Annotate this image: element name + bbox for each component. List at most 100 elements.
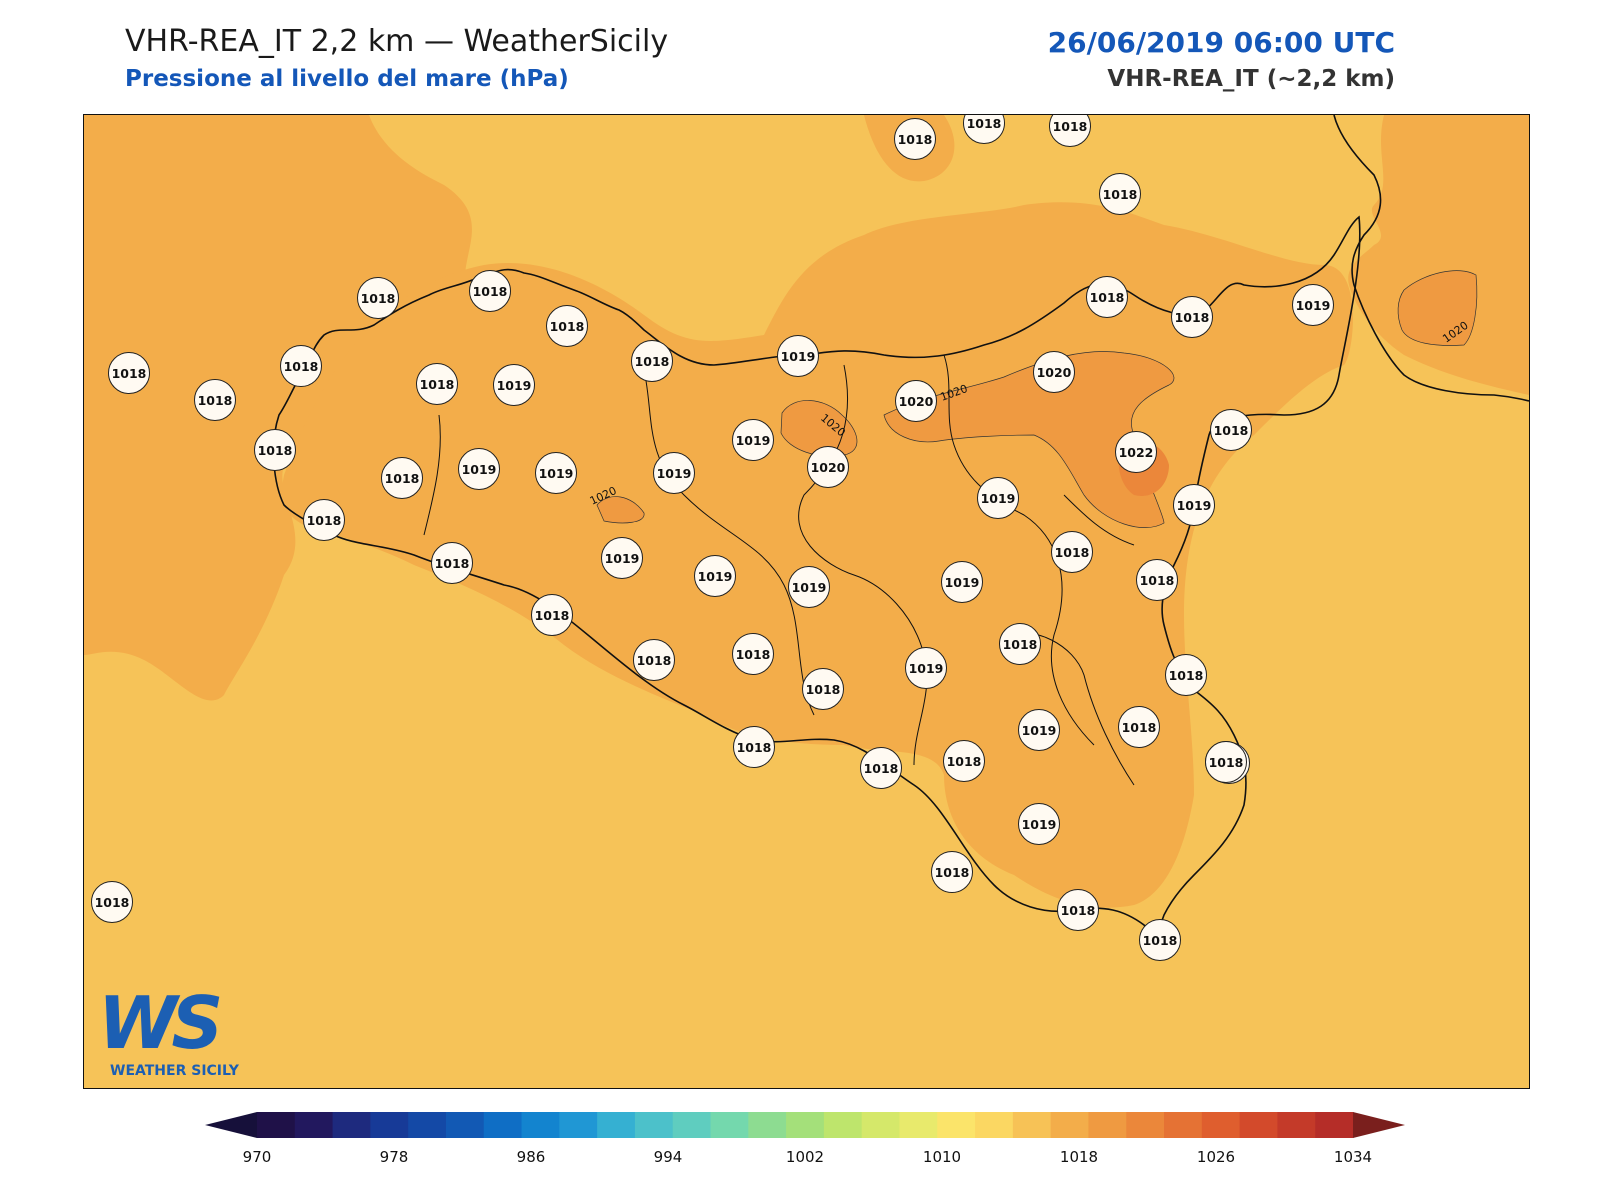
station-pressure-marker: 1019 xyxy=(694,555,736,597)
colorbar-swatch xyxy=(1126,1112,1165,1138)
station-pressure-marker: 1018 xyxy=(416,363,458,405)
station-pressure-marker: 1018 xyxy=(194,379,236,421)
pressure-zone-1020-b xyxy=(596,496,645,524)
station-pressure-marker: 1018 xyxy=(1051,531,1093,573)
station-pressure-marker: 1019 xyxy=(653,452,695,494)
colorbar-swatch xyxy=(294,1112,334,1138)
colorbar-tick-label: 1018 xyxy=(1059,1148,1099,1166)
pressure-map[interactable]: 1020 1020 1020 1020 1018 1018 1018 1018 1018… xyxy=(83,114,1530,1089)
station-pressure-marker: 1018 xyxy=(1136,559,1178,601)
station-pressure-marker: 1019 xyxy=(1018,803,1060,845)
station-pressure-marker: 1018 xyxy=(280,345,322,387)
station-pressure-marker: 1018 xyxy=(531,594,573,636)
map-title: VHR-REA_IT 2,2 km — WeatherSicily xyxy=(125,24,669,59)
station-pressure-marker: 1018 xyxy=(254,429,296,471)
colorbar-tick-label: 978 xyxy=(379,1148,409,1166)
colorbar-swatch xyxy=(710,1112,749,1138)
colorbar-swatch xyxy=(1050,1112,1089,1138)
colorbar-tick-label: 986 xyxy=(516,1148,546,1166)
colorbar-swatch xyxy=(370,1112,409,1138)
station-pressure-marker: 1020 xyxy=(807,446,849,488)
station-pressure-marker: 1018 xyxy=(469,270,511,312)
colorbar-under-arrow xyxy=(205,1112,257,1138)
station-pressure-marker: 1020 xyxy=(895,380,937,422)
colorbar-swatch xyxy=(634,1112,674,1138)
colorbar-swatch xyxy=(1012,1112,1052,1138)
station-pressure-marker: 1018 xyxy=(431,542,473,584)
colorbar-tick-label: 1026 xyxy=(1196,1148,1236,1166)
station-pressure-marker: 1022 xyxy=(1115,431,1157,473)
colorbar-swatch xyxy=(483,1112,523,1138)
colorbar-swatch xyxy=(1164,1112,1203,1138)
station-pressure-marker: 1019 xyxy=(493,364,535,406)
station-pressure-marker: 1018 xyxy=(1210,409,1252,451)
pressure-zone-1020-d xyxy=(1397,270,1478,346)
station-pressure-marker: 1019 xyxy=(977,477,1019,519)
colorbar-swatch xyxy=(823,1112,863,1138)
colorbar-swatch xyxy=(1315,1112,1354,1138)
colorbar-tick-label: 1034 xyxy=(1333,1148,1373,1166)
logo-mark: WS xyxy=(98,981,223,1065)
logo-text: WEATHER SICILY xyxy=(110,1063,239,1079)
colorbar-swatch xyxy=(1201,1112,1241,1138)
colorbar-swatch xyxy=(937,1112,976,1138)
station-pressure-marker: 1018 xyxy=(303,499,345,541)
colorbar-tick-label: 994 xyxy=(653,1148,683,1166)
station-pressure-marker: 1018 xyxy=(546,305,588,347)
pressure-zone-1020-a xyxy=(780,400,858,457)
station-pressure-marker: 1018 xyxy=(1171,296,1213,338)
station-pressure-marker: 1019 xyxy=(535,452,577,494)
colorbar-swatch xyxy=(975,1112,1014,1138)
station-pressure-marker: 1018 xyxy=(357,277,399,319)
colorbar-swatch xyxy=(559,1112,598,1138)
station-pressure-marker: 1019 xyxy=(941,561,983,603)
station-pressure-marker: 1018 xyxy=(999,623,1041,665)
colorbar-swatch xyxy=(1277,1112,1316,1138)
station-pressure-marker: 1018 xyxy=(802,668,844,710)
coastline-calabria xyxy=(1333,115,1529,402)
station-pressure-marker: 1018 xyxy=(894,118,936,160)
map-subtitle: Pressione al livello del mare (hPa) xyxy=(125,66,569,92)
station-pressure-marker: 1018 xyxy=(1099,173,1141,215)
station-pressure-marker: 1018 xyxy=(1057,889,1099,931)
weathersicily-logo: WS WEATHER SICILY xyxy=(98,983,248,1083)
colorbar-over-arrow xyxy=(1353,1112,1405,1138)
map-canvas: 1020 1020 1020 1020 xyxy=(84,115,1529,931)
station-pressure-marker: 1018 xyxy=(1139,919,1181,961)
station-pressure-marker: 1018 xyxy=(1086,276,1128,318)
station-pressure-marker: 1019 xyxy=(458,448,500,490)
colorbar-swatch xyxy=(332,1112,371,1138)
station-pressure-marker: 1018 xyxy=(631,340,673,382)
station-pressure-marker: 1018 xyxy=(1205,741,1247,783)
station-pressure-marker: 1018 xyxy=(381,457,423,499)
valid-datetime: 26/06/2019 06:00 UTC xyxy=(1047,26,1395,59)
colorbar-swatch xyxy=(1239,1112,1278,1138)
pressure-zone-northeast xyxy=(1348,115,1529,395)
colorbar-swatch xyxy=(521,1112,560,1138)
station-pressure-marker: 1018 xyxy=(108,352,150,394)
station-pressure-marker: 1018 xyxy=(860,747,902,789)
colorbar xyxy=(205,1112,1405,1138)
pressure-zone-west xyxy=(84,115,485,701)
station-pressure-marker: 1019 xyxy=(1018,709,1060,751)
station-pressure-marker: 1018 xyxy=(733,726,775,768)
colorbar-swatch xyxy=(899,1112,938,1138)
colorbar-swatch xyxy=(748,1112,787,1138)
station-pressure-marker: 1020 xyxy=(1033,351,1075,393)
station-pressure-marker: 1018 xyxy=(633,639,675,681)
colorbar-swatch xyxy=(257,1112,296,1138)
province-boundaries xyxy=(423,354,1135,786)
station-pressure-marker: 1019 xyxy=(1292,284,1334,326)
colorbar-tick-label: 970 xyxy=(242,1148,272,1166)
colorbar-swatch xyxy=(1088,1112,1127,1138)
station-pressure-marker: 1018 xyxy=(931,851,973,893)
model-name: VHR-REA_IT (~2,2 km) xyxy=(1107,66,1395,92)
colorbar-swatch xyxy=(445,1112,485,1138)
station-pressure-marker: 1018 xyxy=(1165,654,1207,696)
station-pressure-marker: 1019 xyxy=(777,335,819,377)
station-pressure-marker: 1019 xyxy=(905,647,947,689)
station-pressure-marker: 1019 xyxy=(1173,484,1215,526)
colorbar-swatch xyxy=(672,1112,712,1138)
station-pressure-marker: 1018 xyxy=(1118,706,1160,748)
station-pressure-marker: 1019 xyxy=(601,537,643,579)
